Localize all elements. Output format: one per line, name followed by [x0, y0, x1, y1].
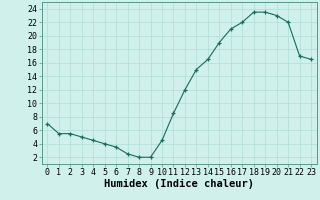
X-axis label: Humidex (Indice chaleur): Humidex (Indice chaleur): [104, 179, 254, 189]
